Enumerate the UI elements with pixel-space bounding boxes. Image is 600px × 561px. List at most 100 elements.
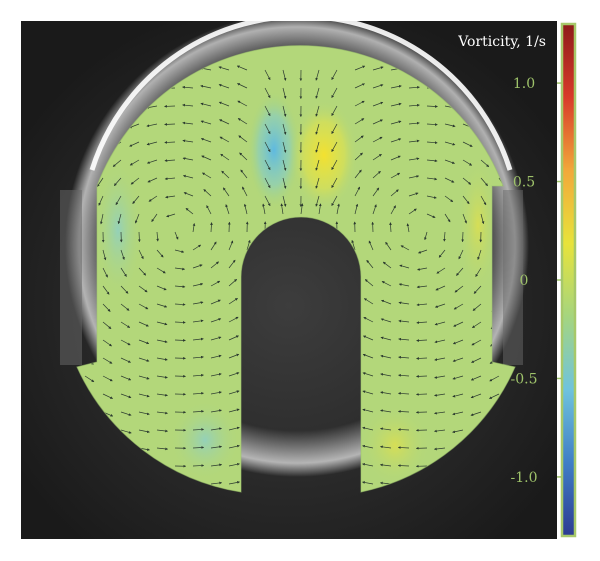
velocity-arrow xyxy=(156,249,164,258)
velocity-arrow xyxy=(444,141,456,146)
velocity-arrow xyxy=(452,357,464,362)
velocity-arrow xyxy=(315,123,320,135)
velocity-arrow xyxy=(156,375,168,379)
velocity-arrow xyxy=(475,267,482,277)
velocity-arrow xyxy=(164,159,176,162)
velocity-arrow xyxy=(210,391,222,395)
lower-right-structure xyxy=(360,405,430,485)
velocity-arrow xyxy=(434,411,446,415)
velocity-arrow xyxy=(264,177,271,189)
velocity-arrow xyxy=(390,155,401,161)
velocity-arrow xyxy=(444,159,455,164)
velocity-arrow xyxy=(368,240,374,251)
velocity-arrow xyxy=(397,410,410,413)
velocity-arrow xyxy=(228,408,240,413)
velocity-arrow xyxy=(210,241,217,251)
velocity-arrow xyxy=(282,195,287,207)
velocity-arrow xyxy=(390,138,402,143)
velocity-arrow xyxy=(390,102,402,107)
right-wall-structure xyxy=(458,155,498,295)
velocity-arrow xyxy=(120,339,131,346)
velocity-arrow xyxy=(210,427,222,431)
velocity-arrow xyxy=(113,177,122,186)
velocity-arrow xyxy=(219,119,230,125)
velocity-arrow xyxy=(218,101,230,107)
velocity-arrow xyxy=(416,374,428,378)
velocity-arrow xyxy=(192,301,204,305)
velocity-arrow xyxy=(120,303,130,311)
velocity-arrow xyxy=(408,208,417,215)
velocity-arrow xyxy=(282,123,287,135)
velocity-arrow xyxy=(354,152,363,161)
velocity-arrow xyxy=(264,105,271,117)
velocity-arrow xyxy=(390,172,401,179)
velocity-arrow xyxy=(363,316,374,323)
velocity-arrow xyxy=(98,195,104,206)
velocity-arrow xyxy=(462,141,473,147)
velocity-arrow xyxy=(471,321,482,329)
velocity-arrow xyxy=(102,339,112,347)
velocity-arrow xyxy=(380,373,392,377)
velocity-arrow xyxy=(210,318,222,323)
velocity-arrow xyxy=(132,195,140,204)
velocity-arrow xyxy=(182,85,194,89)
velocity-arrow xyxy=(210,261,219,269)
velocity-arrow xyxy=(452,339,464,345)
velocity-arrow xyxy=(202,172,212,179)
velocity-arrow xyxy=(315,105,320,117)
velocity-arrow xyxy=(398,319,410,323)
velocity-arrow xyxy=(434,339,446,344)
velocity-arrow xyxy=(128,123,140,129)
velocity-arrow xyxy=(426,213,436,218)
velocity-arrow xyxy=(408,121,420,125)
velocity-arrow xyxy=(102,285,110,295)
velocity-arrow xyxy=(201,155,212,161)
velocity-arrow xyxy=(282,177,287,189)
velocity-arrow xyxy=(382,261,392,269)
velocity-arrow xyxy=(210,463,223,467)
velocity-arrow xyxy=(426,159,438,163)
velocity-arrow xyxy=(228,240,234,251)
colorbar-ticks: 1.0 0.5 0 -0.5 -1.0 xyxy=(511,76,562,486)
velocity-arrow xyxy=(426,105,438,108)
velocity-arrow xyxy=(102,303,111,312)
velocity-arrow xyxy=(336,203,340,215)
velocity-arrow xyxy=(237,118,248,125)
velocity-arrow xyxy=(366,259,374,269)
velocity-arrow xyxy=(398,337,410,341)
velocity-arrow xyxy=(120,267,127,277)
velocity-arrow xyxy=(363,298,374,305)
velocity-arrow xyxy=(458,249,464,260)
velocity-arrow xyxy=(174,321,186,324)
velocity-arrow xyxy=(237,100,248,107)
velocity-arrow xyxy=(138,303,149,310)
velocity-arrow xyxy=(192,264,203,269)
velocity-arrow xyxy=(426,195,437,199)
velocity-arrow xyxy=(380,336,392,341)
velocity-arrow xyxy=(138,321,149,327)
velocity-arrow xyxy=(192,355,204,359)
velocity-arrow xyxy=(351,239,356,251)
velocity-arrow xyxy=(398,355,410,359)
velocity-arrow xyxy=(436,267,446,274)
velocity-arrow xyxy=(331,123,338,135)
velocity-arrow xyxy=(398,283,410,287)
velocity-arrow xyxy=(228,444,240,449)
velocity-arrow xyxy=(489,375,500,382)
velocity-arrow xyxy=(300,203,304,215)
velocity-arrow xyxy=(130,177,140,185)
velocity-arrow xyxy=(444,213,451,223)
velocity-arrow xyxy=(102,267,108,278)
velocity-arrow xyxy=(200,84,212,89)
velocity-arrow xyxy=(454,285,464,293)
velocity-arrow xyxy=(315,69,320,81)
velocity-arrow xyxy=(372,204,377,215)
velocity-arrow xyxy=(364,279,374,287)
velocity-arrow xyxy=(210,481,223,485)
velocity-arrow xyxy=(192,373,204,377)
velocity-arrow xyxy=(238,135,248,143)
velocity-arrow xyxy=(100,213,104,225)
velocity-arrow xyxy=(156,447,169,451)
velocity-arrow xyxy=(444,177,455,183)
velocity-arrow xyxy=(280,203,284,215)
